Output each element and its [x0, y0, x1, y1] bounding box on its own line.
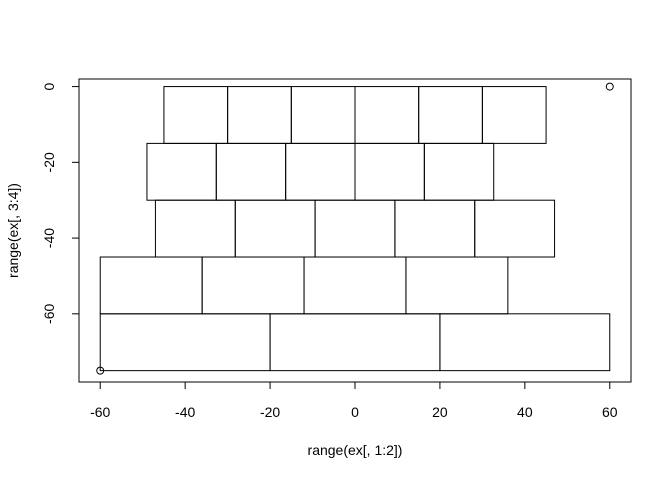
rectangle-5 [481, 86, 547, 144]
x-tick-label-5: 40 [517, 404, 533, 420]
rectangle-2 [290, 86, 356, 144]
y-tick-label-1: -20 [41, 152, 57, 172]
rectangle-7 [215, 142, 287, 201]
y-axis-label: range(ex[, 3:4]) [5, 183, 21, 278]
y-tick-label-0: 0 [41, 82, 57, 90]
point-1 [605, 82, 614, 91]
rectangle-9 [354, 142, 425, 201]
x-tick-label-4: 20 [432, 404, 448, 420]
rectangle-1 [227, 86, 292, 144]
rectangle-11 [154, 199, 236, 258]
x-tick-label-3: 0 [351, 404, 359, 420]
rectangle-15 [474, 199, 556, 258]
rectangle-12 [234, 199, 316, 258]
x-tick-label-1: -40 [175, 404, 195, 420]
y-tick-label-2: -40 [41, 228, 57, 248]
rectangle-4 [418, 86, 483, 144]
rectangle-18 [303, 256, 407, 315]
rectangle-14 [394, 199, 476, 258]
rectangle-10 [423, 142, 495, 201]
x-axis: -60 -40 -20 0 20 40 60 [90, 381, 618, 420]
rectangle-16 [99, 256, 203, 315]
x-tick-label-0: -60 [90, 404, 110, 420]
chart-marks [96, 82, 614, 375]
x-axis-label: range(ex[, 1:2]) [308, 442, 403, 458]
rectangle-0 [163, 86, 229, 144]
rectangle-13 [314, 199, 396, 258]
rectangle-22 [439, 313, 611, 372]
rectangle-8 [285, 142, 356, 201]
x-tick-label-2: -20 [260, 404, 280, 420]
rectangle-20 [99, 313, 271, 372]
point-0 [96, 366, 105, 375]
x-tick-label-6: 60 [602, 404, 618, 420]
rectangle-6 [146, 142, 217, 201]
y-tick-label-3: -60 [41, 303, 57, 323]
rectangle-17 [201, 256, 305, 315]
rectangle-19 [405, 256, 509, 315]
rectangle-3 [354, 86, 420, 144]
y-axis: 0 -20 -40 -60 [41, 82, 80, 324]
rectangle-21 [269, 313, 441, 372]
